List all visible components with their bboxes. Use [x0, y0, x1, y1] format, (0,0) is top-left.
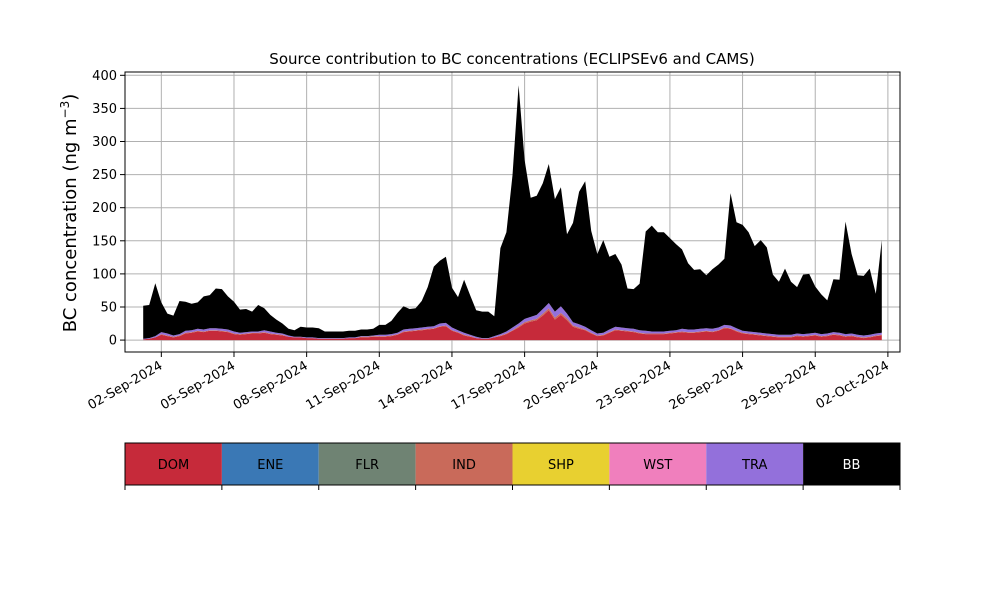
x-tick-label: 02-Sep-2024 — [86, 358, 166, 413]
legend-swatch-ene — [221, 443, 319, 485]
area-dom — [143, 310, 882, 341]
legend-swatch-bb — [803, 443, 900, 485]
x-tick-label: 29-Sep-2024 — [739, 358, 819, 413]
legend-swatch-ind — [415, 443, 513, 485]
y-tick-label: 100 — [92, 267, 117, 282]
area-bb — [143, 85, 882, 339]
legend-label-bb: BB — [843, 458, 861, 473]
legend-label-ind: IND — [452, 458, 476, 473]
legend-label-tra: TRA — [741, 458, 767, 473]
y-axis-label-main: BC concentration (ng m — [60, 118, 81, 332]
stacked-area-layer — [143, 85, 882, 341]
x-tick-label: 20-Sep-2024 — [521, 358, 601, 413]
legend-label-ene: ENE — [257, 458, 283, 473]
legend: DOM ENE FLR IND SHP WST TRA BB — [124, 442, 901, 490]
legend-label-flr: FLR — [355, 458, 379, 473]
legend-swatch-shp — [512, 443, 610, 485]
legend-label-wst: WST — [643, 458, 672, 473]
x-tick-label: 05-Sep-2024 — [158, 358, 238, 413]
y-axis-label-unit-superscript: −3 — [58, 101, 72, 119]
x-tick-label: 08-Sep-2024 — [231, 358, 311, 413]
y-axis-label-close: ) — [60, 94, 81, 101]
x-tick-label: 11-Sep-2024 — [303, 358, 383, 413]
plot-frame — [124, 71, 901, 353]
legend-swatch-wst — [609, 443, 707, 485]
y-tick-label: 0 — [109, 334, 117, 349]
legend-swatch-dom — [125, 443, 222, 485]
y-tick-label: 250 — [92, 168, 117, 183]
y-tick-label: 300 — [92, 135, 117, 150]
y-tick-label: 400 — [92, 69, 117, 84]
x-tick-label: 02-Oct-2024 — [813, 358, 891, 412]
chart-title: Source contribution to BC concentrations… — [269, 50, 754, 68]
y-tick-label: 150 — [92, 234, 117, 249]
legend-label-shp: SHP — [548, 458, 574, 473]
area-tra — [143, 303, 882, 340]
y-axis-label: BC concentration (ng m−3) — [58, 94, 81, 333]
x-tick-label: 23-Sep-2024 — [594, 358, 674, 413]
x-tick-label: 17-Sep-2024 — [449, 358, 529, 413]
legend-swatch-tra — [706, 443, 804, 485]
legend-swatch-flr — [318, 443, 416, 485]
x-tick-label: 26-Sep-2024 — [667, 358, 747, 413]
y-tick-label: 50 — [100, 300, 117, 315]
legend-label-dom: DOM — [158, 458, 189, 473]
x-tick-label: 14-Sep-2024 — [376, 358, 456, 413]
y-tick-label: 200 — [92, 201, 117, 216]
y-tick-label: 350 — [92, 102, 117, 117]
